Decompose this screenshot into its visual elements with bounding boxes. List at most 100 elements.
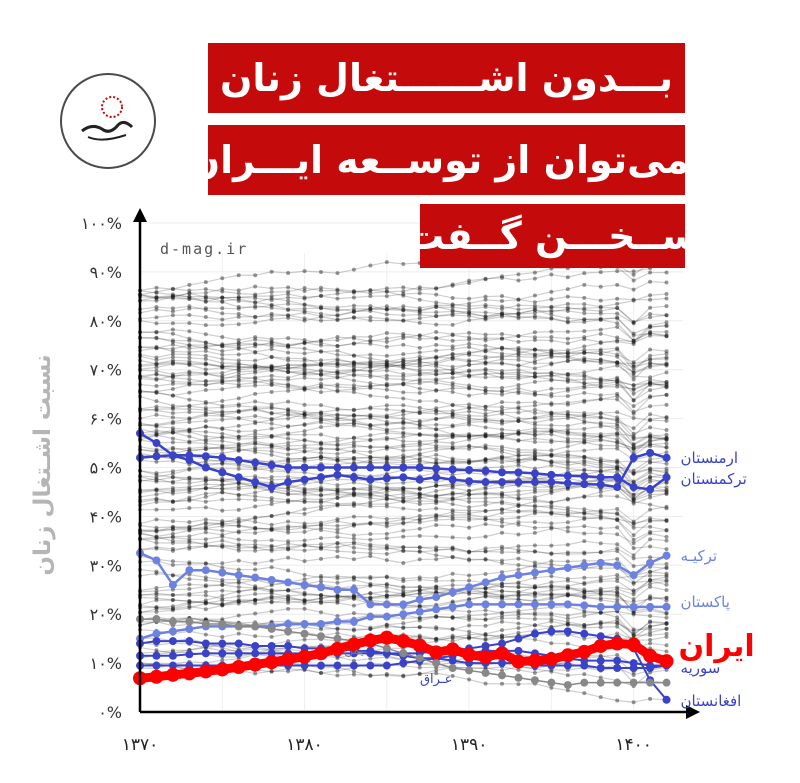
other-country-point: [335, 599, 340, 604]
other-country-point: [467, 492, 472, 497]
other-country-point: [187, 520, 192, 525]
other-country-point: [549, 386, 554, 391]
other-country-point: [483, 388, 488, 393]
other-country-point: [351, 514, 356, 519]
other-country-point: [483, 617, 488, 622]
other-country-point: [648, 434, 653, 439]
other-country-point: [417, 333, 422, 338]
other-country-line: [139, 555, 667, 593]
other-country-point: [401, 365, 406, 370]
other-country-point: [253, 504, 258, 509]
other-country-point: [170, 479, 175, 484]
series-2-point: [185, 451, 194, 460]
series-2-point: [514, 468, 523, 477]
series-5-point: [498, 659, 506, 668]
series-2-point: [530, 469, 539, 478]
other-country-point: [401, 382, 406, 387]
other-country-point: [220, 375, 225, 380]
other-country-line: [139, 508, 667, 531]
other-country-point: [319, 285, 323, 290]
other-country-point: [170, 559, 175, 564]
other-country-point: [483, 411, 488, 416]
other-country-point: [631, 333, 636, 338]
other-country-point: [483, 586, 488, 591]
other-country-point: [582, 357, 587, 362]
other-country-point: [170, 491, 175, 496]
other-country-point: [467, 406, 472, 411]
other-country-point: [615, 382, 620, 387]
other-country-point: [170, 469, 175, 474]
other-country-point: [286, 492, 291, 497]
other-country-point: [269, 588, 274, 593]
other-country-point: [187, 587, 192, 592]
other-country-point: [434, 447, 439, 452]
other-country-point: [467, 488, 472, 493]
other-country-point: [253, 467, 258, 472]
other-country-point: [351, 592, 356, 597]
series-3-point: [218, 568, 227, 577]
other-country-line: [139, 263, 667, 296]
other-country-point: [516, 621, 521, 626]
other-country-point: [532, 585, 537, 590]
series-0-point: [560, 648, 575, 663]
other-country-point: [565, 440, 570, 445]
other-country-point: [187, 537, 192, 542]
other-country-point: [368, 365, 373, 370]
series-0-point: [544, 652, 559, 667]
other-country-point: [631, 431, 636, 436]
other-country-point: [582, 359, 587, 364]
other-country-point: [269, 344, 274, 349]
other-country-point: [648, 380, 653, 385]
other-country-line: [139, 292, 667, 303]
other-country-point: [170, 519, 175, 524]
other-country-point: [170, 608, 175, 613]
other-country-point: [253, 448, 258, 453]
other-country-point: [417, 499, 422, 504]
other-country-point: [664, 573, 669, 578]
other-country-point: [615, 431, 620, 436]
other-country-point: [648, 633, 653, 638]
other-country-point: [401, 292, 406, 297]
other-country-point: [319, 338, 323, 343]
other-country-point: [500, 455, 504, 460]
other-country-point: [236, 530, 241, 535]
other-country-point: [203, 441, 208, 446]
other-country-point: [631, 370, 636, 375]
series-3-point: [349, 585, 358, 594]
other-country-point: [368, 455, 373, 460]
other-country-point: [549, 500, 554, 505]
other-country-point: [631, 437, 636, 442]
other-country-point: [269, 402, 274, 407]
other-country-point: [450, 371, 455, 376]
other-country-point: [220, 524, 225, 529]
other-country-point: [631, 297, 636, 302]
other-country-point: [450, 510, 455, 515]
other-country-point: [500, 619, 504, 624]
y-axis-arrow: [133, 208, 147, 222]
other-country-point: [351, 295, 356, 300]
other-country-point: [664, 380, 669, 385]
other-country-point: [319, 528, 323, 533]
other-country-point: [532, 623, 537, 628]
other-country-point: [384, 361, 389, 366]
other-country-point: [516, 608, 521, 613]
other-country-point: [187, 539, 192, 544]
other-country-point: [434, 489, 439, 494]
other-country-point: [615, 354, 620, 359]
other-country-point: [269, 366, 274, 371]
other-country-point: [203, 429, 208, 434]
other-country-point: [549, 316, 554, 321]
series-7-point: [613, 656, 622, 665]
other-country-point: [335, 595, 340, 600]
other-country-point: [582, 582, 587, 587]
other-country-point: [220, 522, 225, 527]
other-country-point: [335, 668, 340, 673]
other-country-point: [516, 447, 521, 452]
other-country-point: [434, 517, 439, 522]
other-country-point: [269, 591, 274, 596]
other-country-point: [615, 464, 620, 469]
other-country-point: [631, 612, 636, 617]
other-country-point: [236, 524, 241, 529]
other-country-point: [532, 497, 537, 502]
other-country-point: [220, 479, 225, 484]
